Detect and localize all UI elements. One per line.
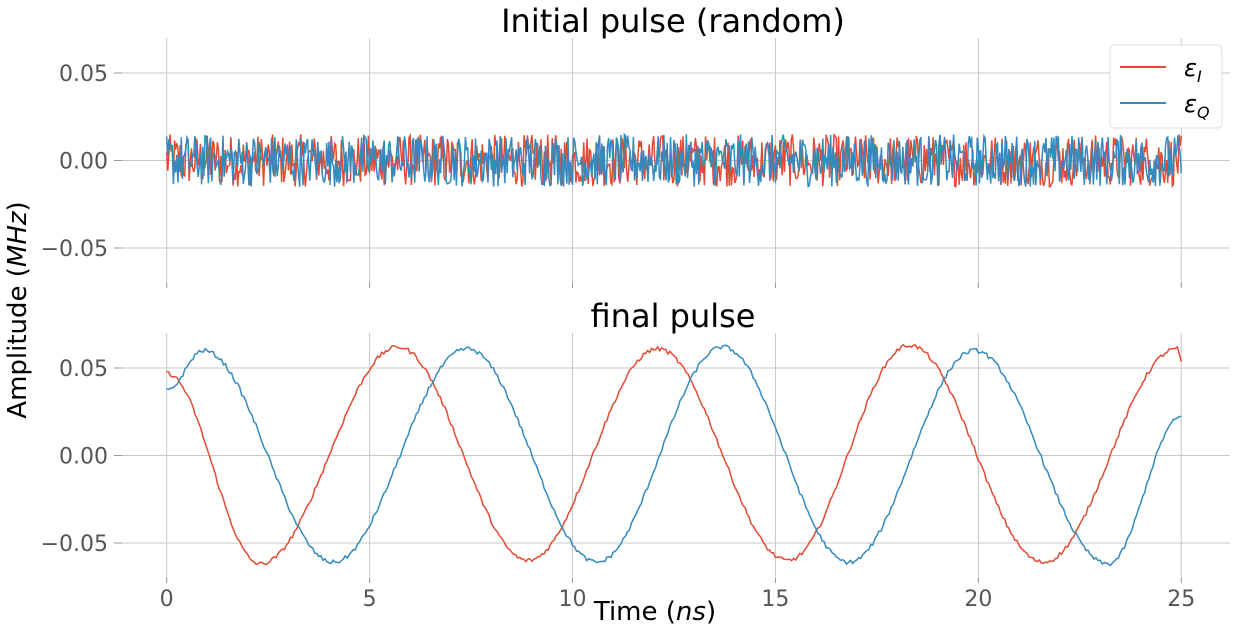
final-series-epsilon-q-line — [166, 344, 1182, 567]
x-axis-label-unit: ns — [676, 597, 706, 627]
final-y-tick-label: 0.00 — [59, 445, 108, 470]
legend-label-epsilon-i-sub: I — [1197, 67, 1202, 86]
y-axis-label-prefix: Amplitude ( — [3, 267, 33, 419]
legend-label-epsilon-q-main: ε — [1184, 90, 1197, 118]
x-tick-label: 10 — [559, 587, 587, 612]
y-axis-label-unit: MHz — [3, 210, 33, 267]
legend: εI εQ — [1109, 44, 1223, 129]
legend-label-epsilon-q: εQ — [1184, 90, 1210, 122]
final-pulse-series — [166, 343, 1183, 567]
x-axis-label-suffix: ) — [706, 597, 716, 627]
x-tick-label: 0 — [160, 587, 174, 612]
x-tick-label: 15 — [761, 587, 789, 612]
x-tick-label: 25 — [1167, 587, 1195, 612]
final-pulse-y-ticks: −0.05 0.00 0.05 — [41, 357, 122, 557]
y-axis-label: Amplitude (MHz) — [3, 201, 33, 418]
y-axis-label-suffix: ) — [3, 201, 33, 211]
initial-y-tick-label: 0.00 — [59, 150, 108, 175]
initial-pulse-title: Initial pulse (random) — [501, 2, 845, 40]
legend-label-epsilon-i: εI — [1184, 54, 1202, 86]
x-ticks: 0 5 10 15 20 25 — [160, 283, 1195, 612]
initial-y-tick-label: 0.05 — [59, 62, 108, 87]
initial-pulse-y-ticks: −0.05 0.00 0.05 — [41, 62, 122, 262]
x-axis-label: Time (ns) — [593, 597, 716, 627]
legend-label-epsilon-q-sub: Q — [1197, 103, 1210, 122]
initial-series-epsilon-q-line — [165, 132, 1183, 188]
final-pulse-panel: −0.05 0.00 0.05 0 5 10 15 20 25 final pulse — [41, 283, 1230, 612]
initial-pulse-panel: −0.05 0.00 0.05 Initial pulse (random) εI … — [41, 2, 1230, 286]
final-pulse-title: final pulse — [591, 297, 756, 335]
final-y-tick-label: 0.05 — [59, 357, 108, 382]
legend-label-epsilon-i-main: ε — [1184, 54, 1197, 82]
legend-box — [1109, 44, 1223, 129]
initial-pulse-series — [165, 132, 1183, 189]
final-pulse-gridlines — [122, 333, 1230, 581]
x-tick-label: 5 — [363, 587, 377, 612]
final-y-tick-label: −0.05 — [41, 532, 108, 557]
final-series-epsilon-i-line — [166, 343, 1183, 566]
initial-y-tick-label: −0.05 — [41, 237, 108, 262]
x-axis-label-prefix: Time ( — [593, 597, 676, 627]
x-tick-label: 20 — [964, 587, 992, 612]
